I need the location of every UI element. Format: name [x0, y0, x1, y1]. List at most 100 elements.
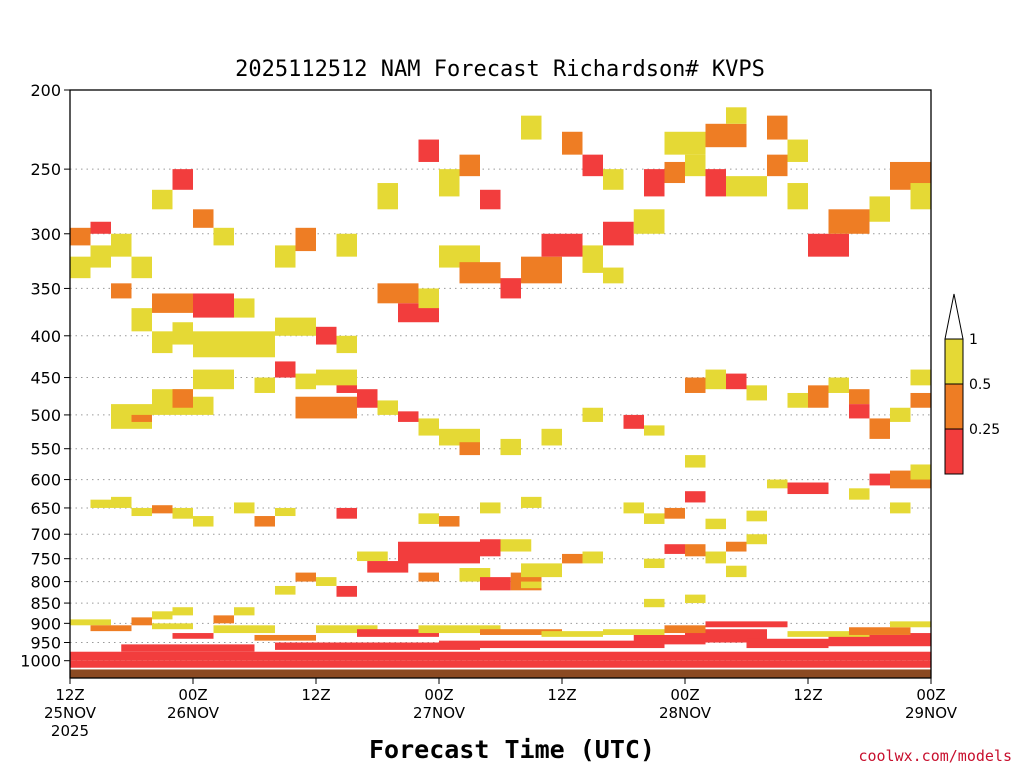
ri-cell [869, 418, 890, 439]
plot-frame [69, 89, 932, 679]
x-tick-label: 12Z [55, 686, 84, 704]
ri-cell [193, 396, 214, 415]
ri-cell [172, 322, 193, 345]
ri-cell [562, 131, 583, 155]
ri-cell [172, 607, 193, 616]
y-tick-label: 350 [30, 279, 61, 298]
ri-cell [849, 488, 870, 500]
ri-cell [275, 642, 480, 650]
y-tick-label: 550 [30, 440, 61, 459]
ri-cell [890, 502, 911, 514]
x-tick-label: 12Z [301, 686, 330, 704]
chart-title: 2025112512 NAM Forecast Richardson# KVPS [235, 57, 765, 82]
ri-cell [213, 615, 234, 624]
ri-cell [890, 407, 911, 422]
y-tick-label: 600 [30, 471, 61, 490]
ri-cell [336, 233, 357, 257]
ri-cell [70, 660, 931, 668]
ri-cell [152, 505, 173, 514]
ri-cell [746, 638, 829, 649]
ri-cell [234, 331, 275, 358]
ri-cell [787, 392, 808, 408]
ri-cell [910, 369, 931, 386]
ri-cell [664, 131, 706, 155]
ri-cell [398, 541, 480, 564]
ri-cell [685, 377, 706, 393]
ri-cell [357, 629, 439, 637]
ri-cell [367, 561, 409, 573]
x-axis-label: Forecast Time (UTC) [369, 735, 655, 764]
ri-cell [70, 227, 91, 246]
ri-cell [603, 267, 624, 284]
ri-cell [418, 572, 439, 582]
ri-cell [193, 369, 234, 390]
ri-cell [111, 496, 132, 508]
legend-swatch [944, 383, 964, 430]
ri-cell [357, 389, 378, 408]
ri-cell [787, 631, 870, 637]
ri-cell [111, 233, 132, 257]
ri-cell [910, 392, 931, 408]
ri-cell [644, 425, 665, 436]
ri-cell [705, 518, 726, 530]
ri-cell [275, 585, 296, 595]
ri-cell [808, 233, 849, 257]
ri-cell [418, 513, 439, 524]
ri-cell [152, 293, 193, 313]
ri-cell [685, 544, 706, 557]
ri-cell [582, 407, 603, 422]
ri-cell [480, 577, 511, 591]
ri-cell [377, 400, 398, 415]
ri-cell [705, 369, 726, 390]
ri-cell [644, 558, 665, 569]
ri-cell [295, 396, 357, 419]
ri-cell [726, 565, 747, 578]
ri-cell [828, 634, 931, 647]
ri-cell [828, 209, 870, 234]
x-tick-label: 27NOV [413, 704, 466, 722]
ri-cell [541, 631, 603, 637]
ri-cell [316, 369, 357, 386]
ri-cell [644, 513, 665, 524]
y-axis: 200 250 300 350 400 450 500 550 600 650 700 750 800 8… [20, 81, 70, 671]
ri-cell [849, 627, 911, 635]
ri-cell [459, 154, 480, 177]
y-tick-label: 200 [30, 81, 61, 100]
ri-cell [480, 629, 562, 635]
ri-cell [70, 651, 931, 661]
ri-cell [910, 464, 931, 480]
ri-cell [152, 611, 173, 620]
ri-cell [90, 625, 132, 632]
ri-cell [131, 414, 152, 422]
ri-cell [336, 507, 357, 519]
legend-swatch [944, 338, 964, 385]
ri-cell [152, 189, 173, 210]
ri-cell [439, 640, 665, 649]
ri-cell [787, 482, 829, 495]
ri-cell [644, 598, 665, 608]
ri-cell [418, 139, 439, 162]
ri-cell [480, 539, 501, 557]
ri-cell [418, 288, 439, 309]
ri-cell [726, 541, 747, 552]
ri-cell [633, 634, 706, 645]
ri-cell [193, 209, 214, 228]
x-tick-label: 00Z [670, 686, 699, 704]
y-tick-label: 450 [30, 369, 61, 388]
ri-cell [603, 629, 665, 635]
ri-cell [131, 308, 152, 332]
ri-cell [418, 625, 501, 634]
ri-cell [705, 123, 747, 148]
ri-cell [213, 227, 234, 246]
ri-cell [582, 245, 603, 273]
ri-cell [869, 196, 890, 222]
ri-cell [234, 298, 255, 318]
ri-cell [808, 385, 829, 408]
ri-cell [357, 551, 388, 562]
x-tick-label: 00Z [916, 686, 945, 704]
ri-cell [295, 227, 316, 252]
ri-cell [172, 633, 214, 639]
x-tick-label: 28NOV [659, 704, 712, 722]
